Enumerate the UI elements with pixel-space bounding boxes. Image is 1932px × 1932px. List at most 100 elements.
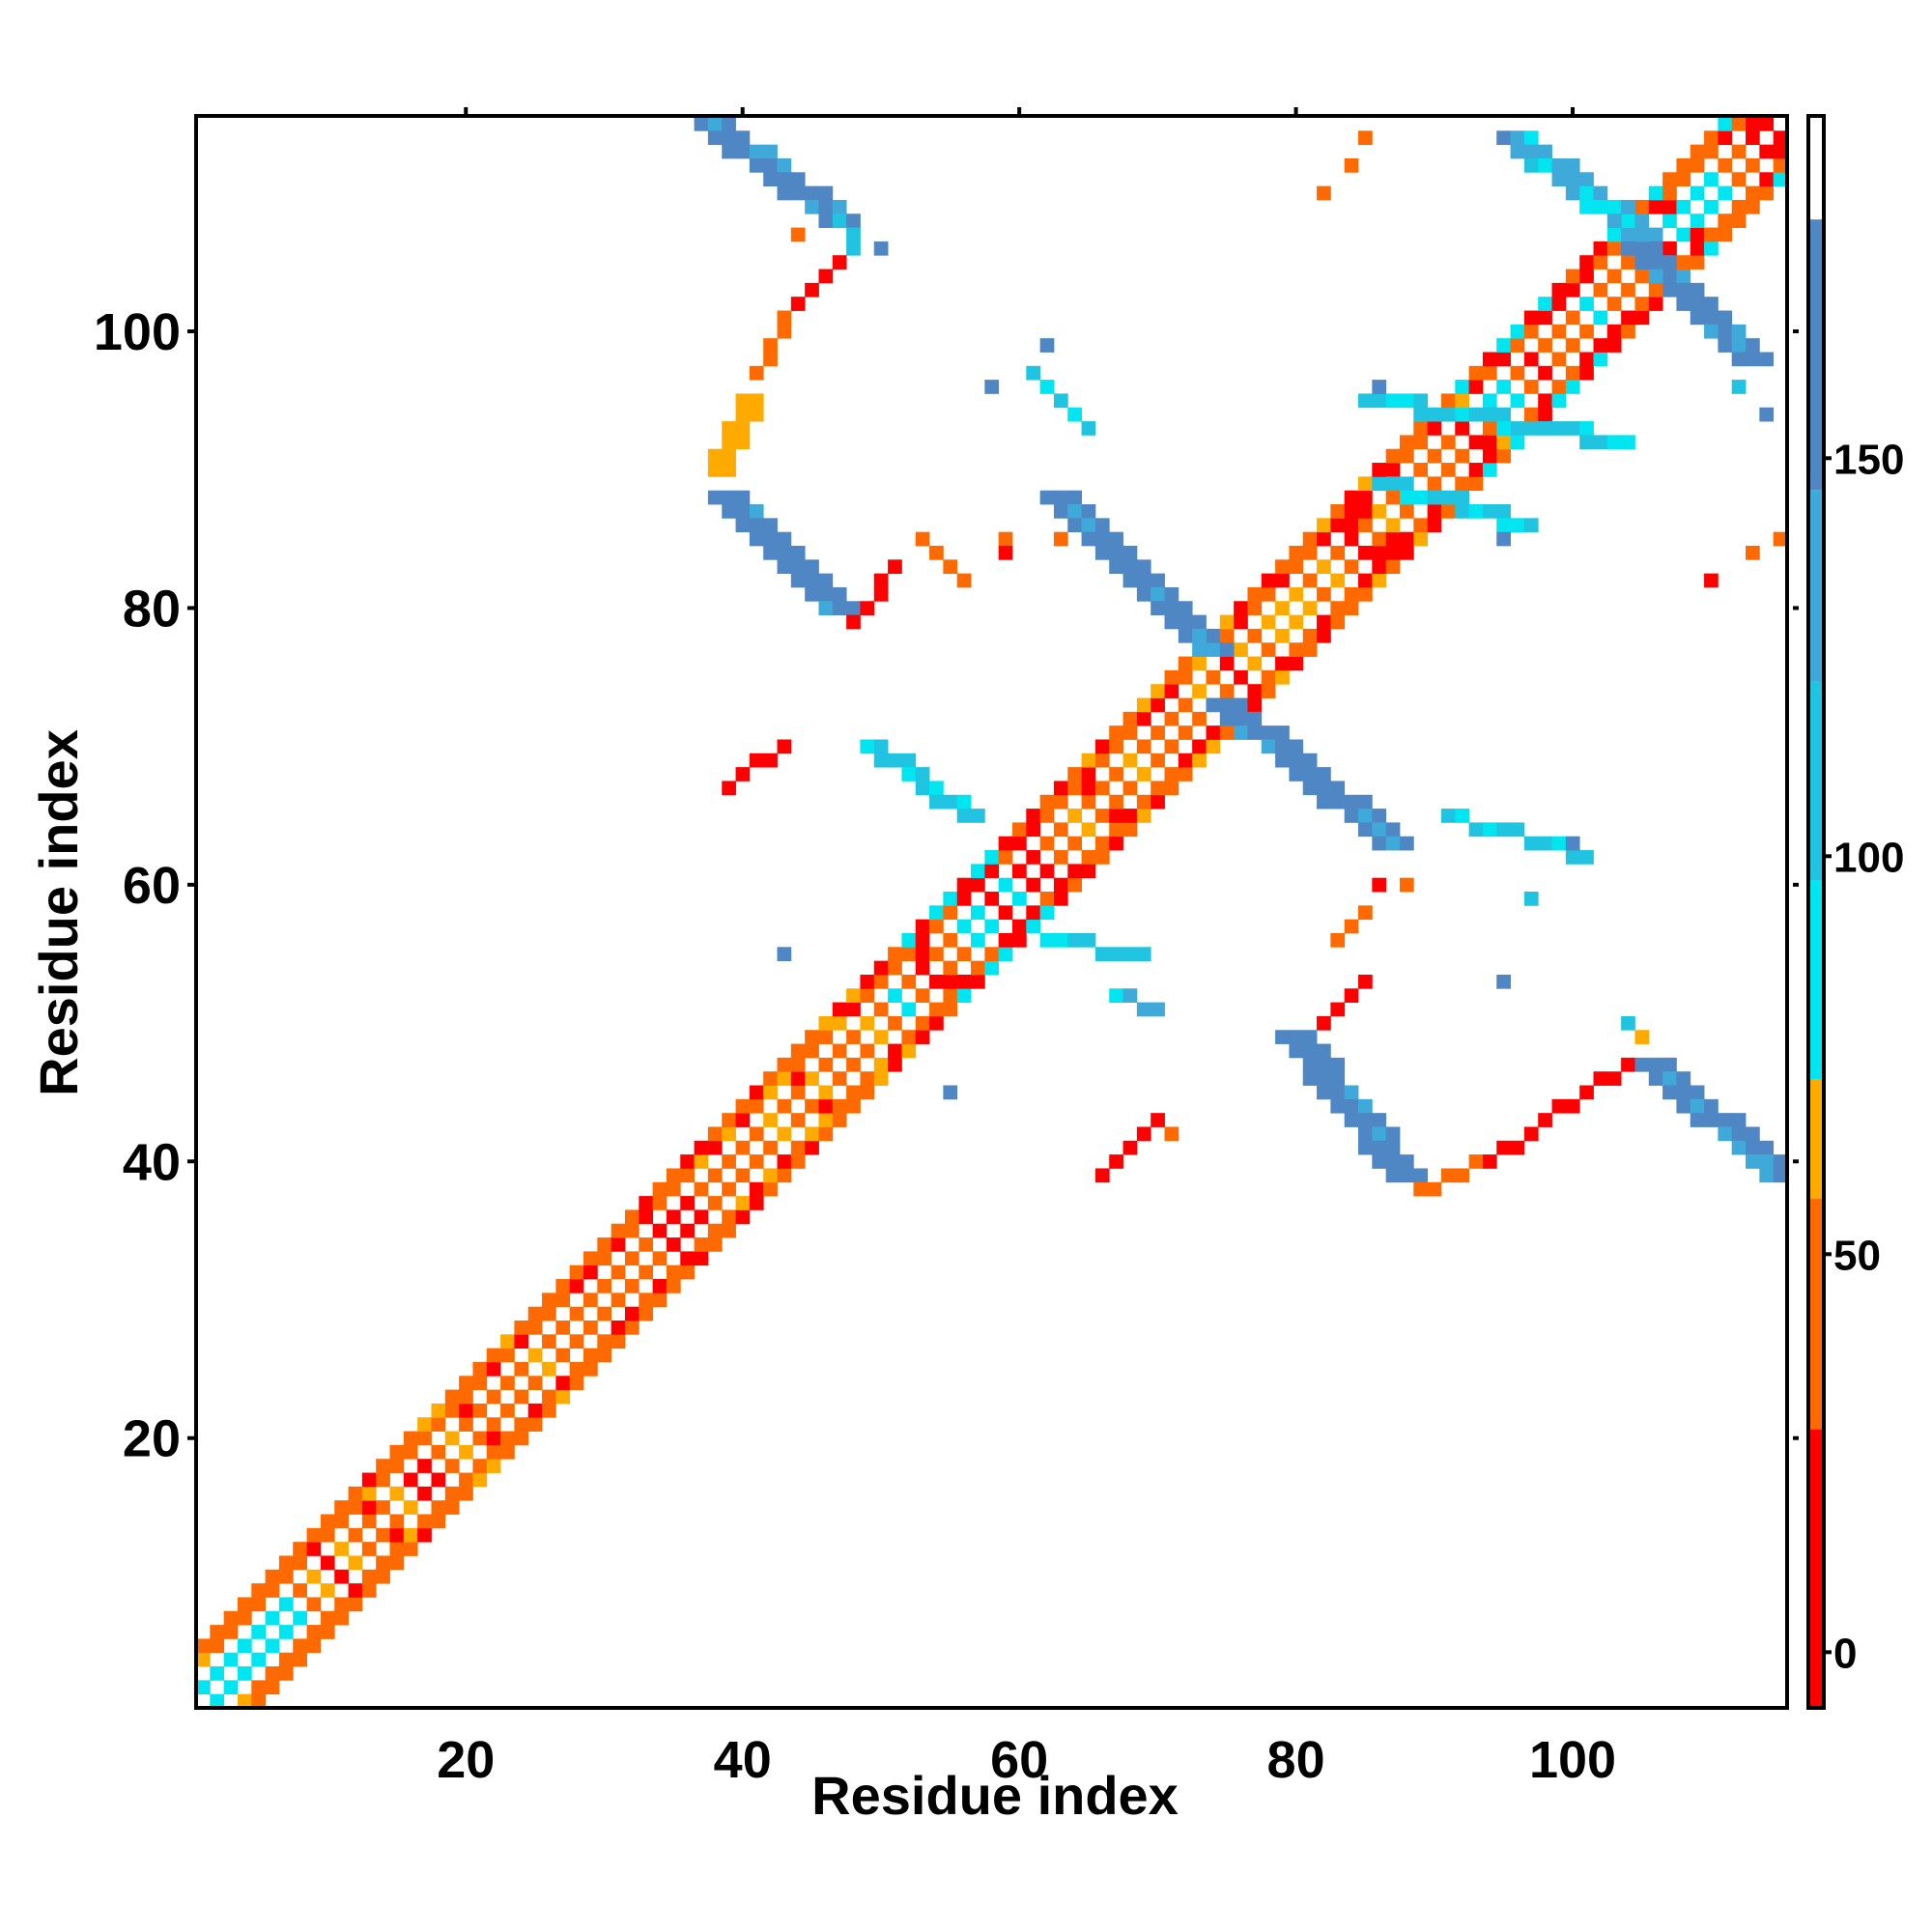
heatmap-cell: [707, 448, 723, 464]
heatmap-cell: [1067, 836, 1082, 851]
heatmap-cell: [1621, 199, 1635, 214]
heatmap-cell: [1648, 297, 1663, 311]
heatmap-cell: [1676, 199, 1691, 214]
heatmap-cell: [790, 1113, 806, 1127]
heatmap-cell: [1523, 130, 1539, 146]
heatmap-cell: [1662, 241, 1677, 256]
heatmap-cell: [763, 753, 778, 768]
heatmap-cell: [735, 767, 751, 781]
heatmap-cell: [1178, 656, 1193, 671]
heatmap-cell: [569, 1334, 584, 1350]
heatmap-cell: [500, 1431, 515, 1446]
heatmap-cell: [1523, 1126, 1539, 1142]
heatmap-cell: [1593, 338, 1608, 353]
heatmap-cell: [417, 1514, 432, 1529]
heatmap-cell: [1759, 1140, 1775, 1155]
heatmap-cell: [555, 1376, 571, 1390]
heatmap-cell: [1234, 697, 1248, 713]
heatmap-cell: [818, 601, 834, 615]
heatmap-cell: [1399, 545, 1414, 560]
heatmap-cell: [1648, 227, 1663, 242]
heatmap-cell: [971, 877, 985, 893]
heatmap-cell: [306, 1638, 322, 1654]
heatmap-cell: [888, 559, 902, 575]
heatmap-cell: [984, 947, 1000, 962]
heatmap-cell: [1317, 531, 1331, 547]
heatmap-cell: [1094, 531, 1110, 547]
heatmap-cell: [403, 1444, 418, 1460]
heatmap-cell: [1634, 213, 1650, 228]
heatmap-cell: [1122, 573, 1138, 588]
heatmap-cell: [1039, 836, 1055, 851]
heatmap-cell: [611, 1293, 626, 1308]
heatmap-cell: [860, 739, 875, 754]
heatmap-cell: [707, 1126, 723, 1142]
heatmap-cell: [1455, 490, 1469, 505]
heatmap-cell: [722, 1181, 736, 1197]
heatmap-cell: [265, 1583, 280, 1598]
x-tick-label: 40: [714, 1731, 772, 1789]
heatmap-cell: [486, 1348, 501, 1363]
heatmap-cell: [860, 1071, 875, 1086]
heatmap-cell: [1247, 697, 1263, 713]
heatmap-cell: [818, 1057, 834, 1072]
heatmap-cell: [846, 1085, 861, 1100]
heatmap-cell: [1385, 836, 1401, 851]
heatmap-cell: [1523, 892, 1539, 906]
heatmap-cell: [873, 960, 889, 976]
heatmap-cell: [1039, 905, 1055, 921]
heatmap-cell: [763, 1140, 778, 1155]
heatmap-cell: [320, 1610, 335, 1626]
heatmap-cell: [1523, 310, 1539, 326]
heatmap-cell: [1164, 684, 1179, 698]
heatmap-cell: [901, 767, 917, 781]
heatmap-cell: [1704, 1098, 1719, 1114]
heatmap-cell: [1358, 518, 1373, 533]
heatmap-cell: [1413, 1168, 1429, 1183]
heatmap-cell: [376, 1500, 390, 1515]
heatmap-cell: [527, 1306, 543, 1321]
heatmap-cell: [196, 1652, 211, 1667]
heatmap-cell: [1690, 157, 1705, 173]
heatmap-cell: [680, 1196, 695, 1210]
heatmap-cell: [1302, 531, 1318, 547]
heatmap-cell: [1344, 586, 1359, 602]
heatmap-cell: [722, 781, 736, 796]
heatmap-cell: [1551, 324, 1567, 339]
heatmap-cell: [348, 1500, 363, 1515]
heatmap-cell: [1718, 1126, 1733, 1142]
heatmap-cell: [444, 1459, 460, 1473]
heatmap-cell: [901, 974, 917, 989]
heatmap-cell: [901, 1043, 917, 1059]
heatmap-cell: [1330, 1002, 1346, 1017]
heatmap-cell: [389, 1527, 405, 1543]
heatmap-cell: [624, 1251, 639, 1266]
heatmap-cell: [1219, 725, 1235, 740]
heatmap-cell: [500, 1403, 515, 1418]
heatmap-cell: [1151, 794, 1165, 810]
heatmap-cell: [777, 947, 792, 962]
heatmap-cell: [417, 1527, 432, 1543]
heatmap-cell: [1178, 753, 1193, 768]
heatmap-cell: [1496, 407, 1511, 422]
heatmap-cell: [666, 1181, 681, 1197]
heatmap-cell: [1011, 822, 1027, 838]
heatmap-cell: [929, 1002, 944, 1017]
heatmap-cell: [1136, 1126, 1151, 1142]
heatmap-cell: [431, 1417, 446, 1432]
heatmap-cell: [1413, 490, 1429, 505]
heatmap-cell: [1094, 850, 1110, 865]
heatmap-cell: [1289, 656, 1304, 671]
heatmap-cell: [694, 117, 709, 131]
heatmap-cell: [1634, 297, 1650, 311]
heatmap-cell: [1676, 227, 1691, 242]
heatmap-cell: [1731, 338, 1747, 353]
heatmap-cell: [1538, 310, 1552, 326]
heatmap-cell: [1496, 421, 1511, 436]
heatmap-cell: [1122, 988, 1138, 1003]
heatmap-cell: [1496, 822, 1511, 838]
heatmap-cell: [1606, 324, 1622, 339]
heatmap-cell: [749, 518, 764, 533]
heatmap-cell: [1067, 407, 1082, 422]
heatmap-cell: [763, 1181, 778, 1197]
